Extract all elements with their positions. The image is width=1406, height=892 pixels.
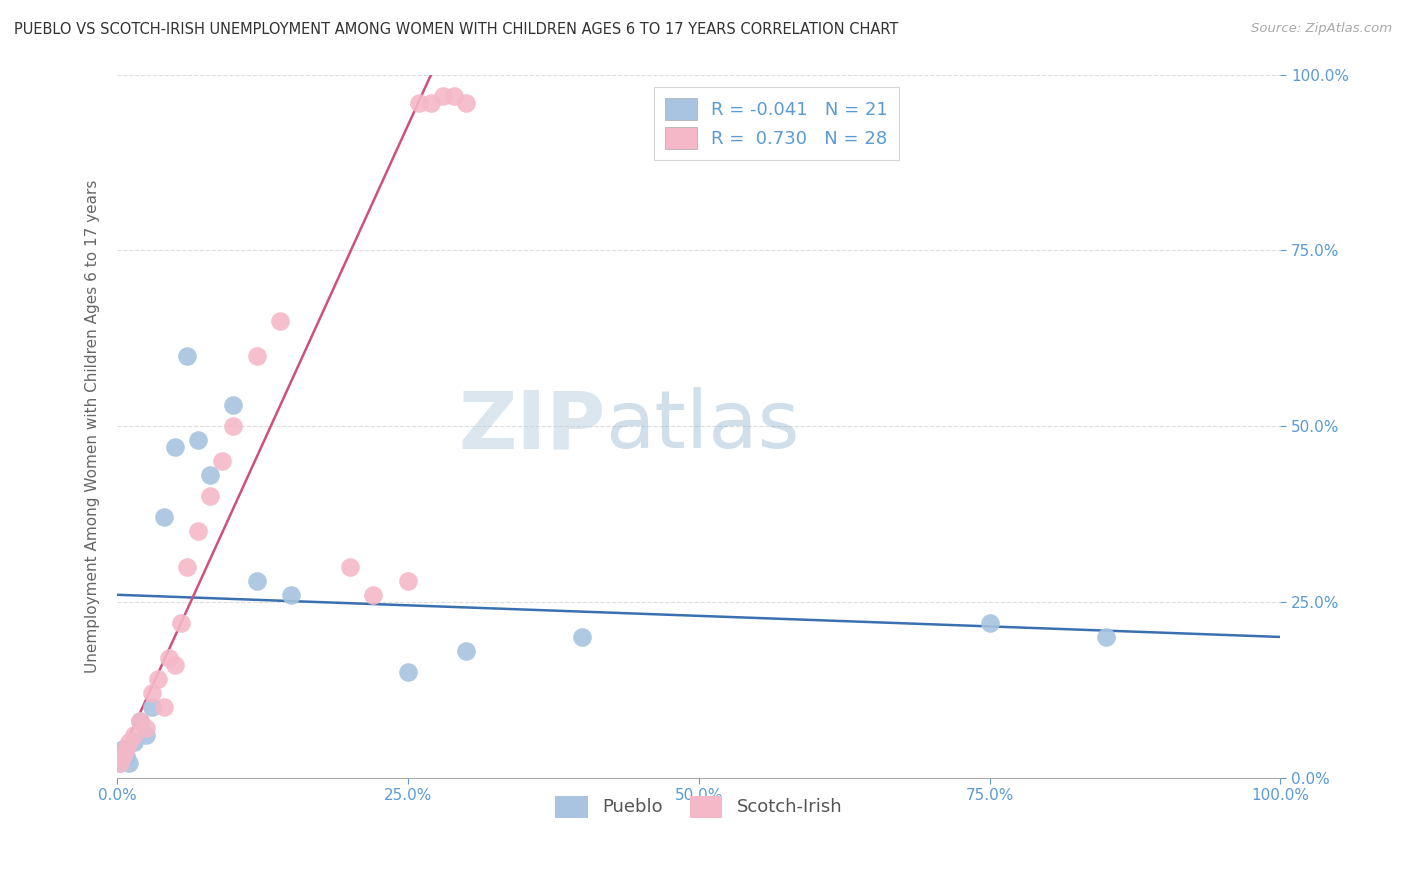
Point [198, 489, 221, 503]
Point [396, 665, 419, 679]
Point [129, 714, 152, 729]
Point [124, 735, 146, 749]
Point [420, 95, 443, 110]
Point [129, 714, 152, 729]
Point [124, 728, 146, 742]
Point [157, 651, 180, 665]
Point [117, 756, 139, 771]
Point [269, 313, 291, 327]
Point [176, 559, 198, 574]
Text: Source: ZipAtlas.com: Source: ZipAtlas.com [1251, 22, 1392, 36]
Point [117, 735, 139, 749]
Point [443, 88, 465, 103]
Point [454, 644, 477, 658]
Point [110, 756, 132, 771]
Point [1095, 630, 1118, 644]
Point [361, 588, 384, 602]
Point [135, 722, 157, 736]
Point [111, 749, 134, 764]
Point [152, 510, 174, 524]
Point [396, 574, 419, 588]
Text: atlas: atlas [606, 387, 800, 465]
Point [198, 468, 221, 483]
Point [187, 433, 209, 447]
Point [165, 658, 187, 673]
Point [245, 349, 267, 363]
Point [152, 700, 174, 714]
Legend: Pueblo, Scotch-Irish: Pueblo, Scotch-Irish [548, 789, 849, 825]
Point [979, 615, 1001, 630]
Point [141, 686, 163, 700]
Point [141, 700, 163, 714]
Point [187, 524, 209, 539]
Point [110, 756, 132, 771]
Point [165, 440, 187, 454]
Point [222, 419, 245, 434]
Point [135, 728, 157, 742]
Point [454, 95, 477, 110]
Point [432, 88, 454, 103]
Point [408, 95, 430, 110]
Point [339, 559, 361, 574]
Y-axis label: Unemployment Among Women with Children Ages 6 to 17 years: Unemployment Among Women with Children A… [86, 179, 100, 673]
Point [245, 574, 267, 588]
Point [146, 672, 169, 686]
Point [170, 615, 193, 630]
Text: ZIP: ZIP [458, 387, 606, 465]
Point [280, 588, 302, 602]
Point [571, 630, 593, 644]
Point [111, 742, 134, 756]
Point [211, 454, 233, 468]
Point [115, 749, 138, 764]
Point [176, 349, 198, 363]
Point [115, 742, 138, 756]
Text: PUEBLO VS SCOTCH-IRISH UNEMPLOYMENT AMONG WOMEN WITH CHILDREN AGES 6 TO 17 YEARS: PUEBLO VS SCOTCH-IRISH UNEMPLOYMENT AMON… [14, 22, 898, 37]
Point [222, 398, 245, 412]
